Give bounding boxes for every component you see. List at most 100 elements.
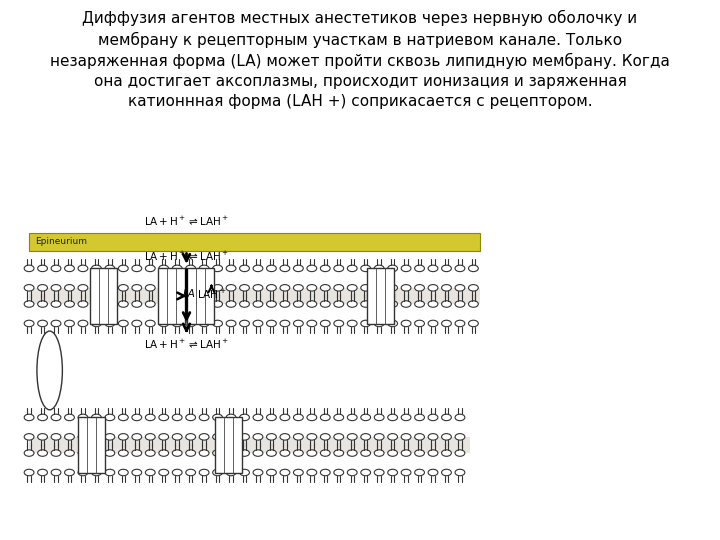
Circle shape — [132, 450, 142, 456]
Circle shape — [119, 434, 128, 440]
Circle shape — [226, 469, 236, 476]
Circle shape — [78, 450, 88, 456]
Circle shape — [253, 434, 263, 440]
Circle shape — [119, 320, 128, 327]
Circle shape — [240, 414, 249, 421]
Circle shape — [91, 301, 102, 307]
Circle shape — [212, 434, 222, 440]
Circle shape — [159, 285, 168, 291]
Ellipse shape — [37, 331, 63, 410]
Circle shape — [253, 414, 263, 421]
Circle shape — [24, 414, 34, 421]
Circle shape — [401, 469, 411, 476]
Circle shape — [37, 469, 48, 476]
Circle shape — [78, 301, 88, 307]
Circle shape — [212, 450, 222, 456]
Circle shape — [388, 301, 397, 307]
Circle shape — [253, 469, 263, 476]
Circle shape — [51, 265, 61, 272]
Circle shape — [24, 434, 34, 440]
Circle shape — [320, 301, 330, 307]
Bar — [215, 417, 242, 473]
Circle shape — [280, 434, 290, 440]
Circle shape — [415, 301, 425, 307]
Circle shape — [455, 434, 465, 440]
Circle shape — [226, 301, 236, 307]
Circle shape — [401, 414, 411, 421]
Circle shape — [145, 320, 156, 327]
Circle shape — [294, 469, 303, 476]
Circle shape — [78, 320, 88, 327]
Circle shape — [226, 320, 236, 327]
Circle shape — [240, 450, 249, 456]
Circle shape — [374, 301, 384, 307]
Circle shape — [78, 265, 88, 272]
Circle shape — [145, 285, 156, 291]
Circle shape — [401, 265, 411, 272]
Circle shape — [159, 450, 168, 456]
Circle shape — [320, 434, 330, 440]
Circle shape — [132, 469, 142, 476]
Circle shape — [51, 450, 61, 456]
Circle shape — [374, 285, 384, 291]
Circle shape — [199, 301, 209, 307]
Circle shape — [441, 285, 451, 291]
Circle shape — [401, 285, 411, 291]
Circle shape — [307, 469, 317, 476]
Circle shape — [212, 414, 222, 421]
Circle shape — [347, 414, 357, 421]
Circle shape — [105, 265, 114, 272]
Circle shape — [388, 450, 397, 456]
Circle shape — [65, 450, 74, 456]
Circle shape — [199, 450, 209, 456]
Circle shape — [347, 320, 357, 327]
Circle shape — [415, 414, 425, 421]
Circle shape — [132, 320, 142, 327]
Text: Диффузия агентов местных анестетиков через нервную оболочку и
мембрану к рецепто: Диффузия агентов местных анестетиков чер… — [50, 10, 670, 109]
Circle shape — [51, 469, 61, 476]
Circle shape — [307, 301, 317, 307]
Circle shape — [320, 469, 330, 476]
Circle shape — [253, 320, 263, 327]
Circle shape — [469, 265, 478, 272]
Circle shape — [441, 414, 451, 421]
Circle shape — [105, 301, 114, 307]
Circle shape — [320, 320, 330, 327]
Circle shape — [361, 450, 371, 456]
Circle shape — [226, 285, 236, 291]
Circle shape — [212, 285, 222, 291]
Circle shape — [401, 320, 411, 327]
Circle shape — [294, 265, 303, 272]
Circle shape — [145, 265, 156, 272]
Circle shape — [415, 450, 425, 456]
Circle shape — [294, 301, 303, 307]
Circle shape — [469, 285, 478, 291]
Circle shape — [307, 320, 317, 327]
Circle shape — [441, 469, 451, 476]
Circle shape — [415, 265, 425, 272]
Circle shape — [428, 414, 438, 421]
Circle shape — [159, 414, 168, 421]
Circle shape — [159, 469, 168, 476]
Circle shape — [455, 450, 465, 456]
Circle shape — [37, 301, 48, 307]
Circle shape — [186, 469, 196, 476]
Circle shape — [320, 265, 330, 272]
Circle shape — [294, 434, 303, 440]
Circle shape — [226, 265, 236, 272]
Circle shape — [266, 320, 276, 327]
Circle shape — [334, 414, 343, 421]
Circle shape — [428, 469, 438, 476]
Circle shape — [186, 414, 196, 421]
Circle shape — [132, 285, 142, 291]
Circle shape — [388, 434, 397, 440]
Circle shape — [199, 265, 209, 272]
Circle shape — [307, 434, 317, 440]
Circle shape — [199, 434, 209, 440]
Circle shape — [334, 301, 343, 307]
Circle shape — [388, 265, 397, 272]
Circle shape — [374, 434, 384, 440]
Circle shape — [334, 285, 343, 291]
Text: LA: LA — [182, 289, 195, 299]
Circle shape — [280, 469, 290, 476]
